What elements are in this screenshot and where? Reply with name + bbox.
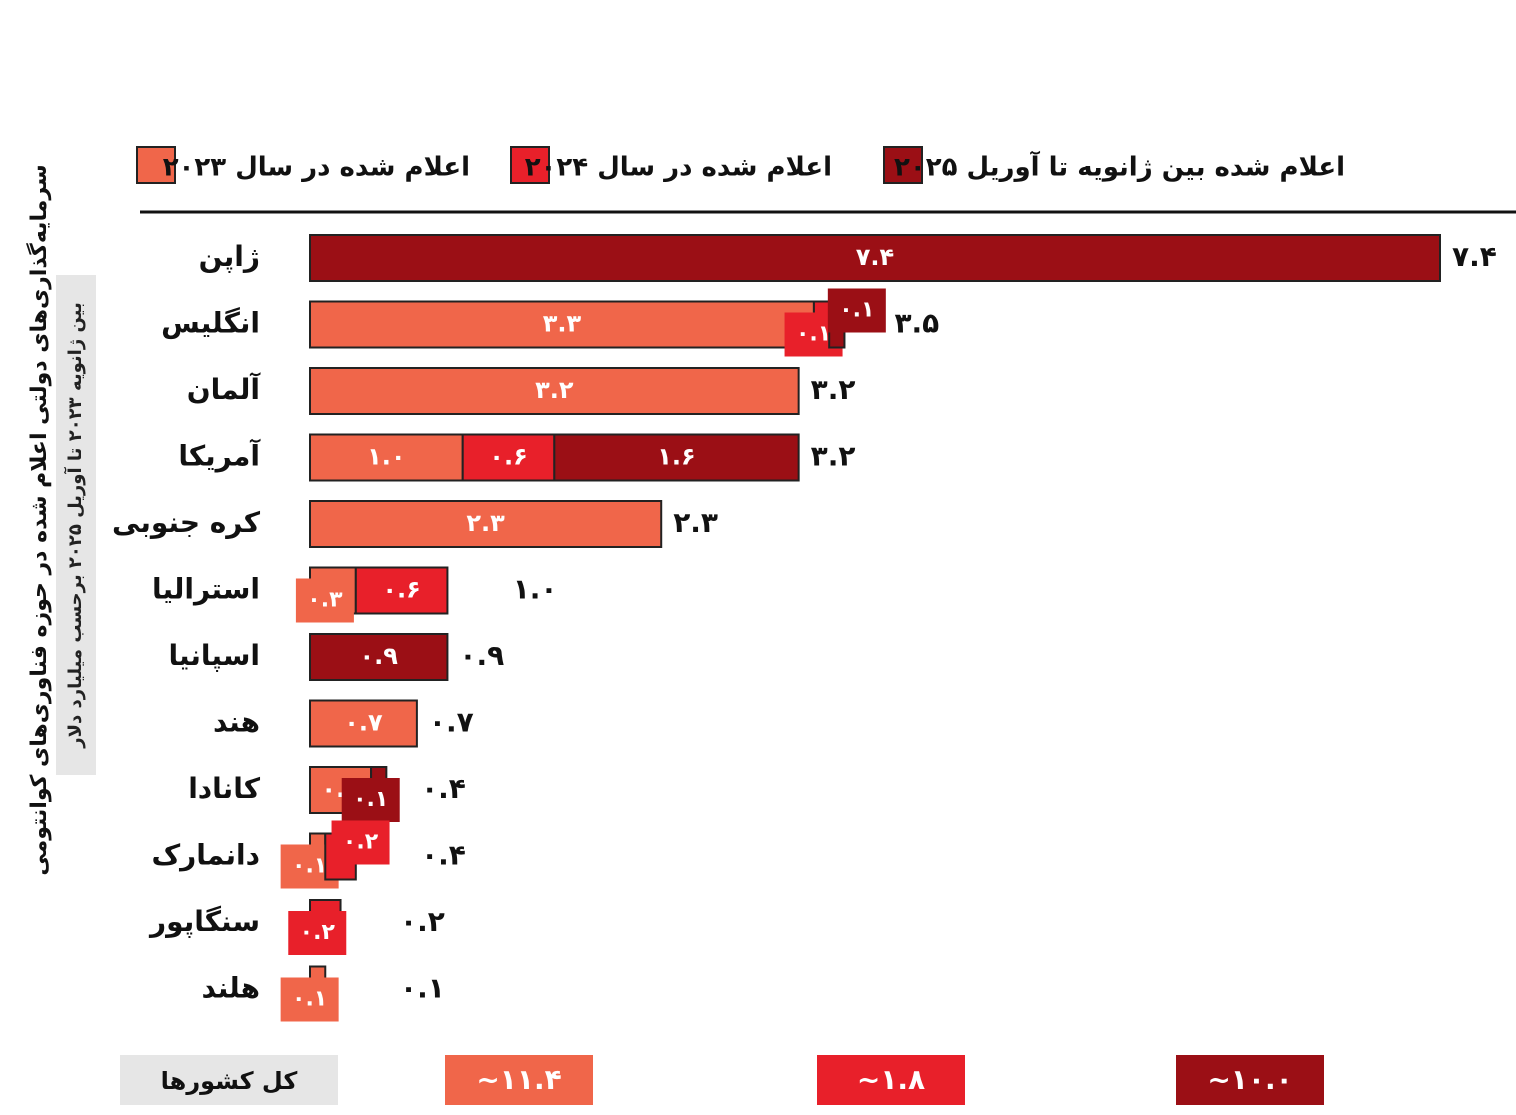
summary-value: ~۱۰.۰ [1207,1063,1292,1096]
segment-label: ۰.۶ [382,576,420,604]
chart-subtitle: بین ژانویه ۲۰۲۳ تا آوریل ۲۰۲۵ برحسب میلی… [63,302,86,749]
segment-label: ۰.۶ [489,443,527,471]
category-label: استرالیا [152,573,260,606]
segment-label: ۲.۳ [466,509,505,537]
total-label: ۳.۲ [811,373,856,406]
total-label: ۳.۲ [811,440,856,473]
category-label: کره جنوبی [112,506,261,539]
category-label: انگلیس [161,307,260,340]
callout-box [288,911,347,955]
segment-label: ۳.۲ [535,376,574,404]
summary-value: ~۱۱.۴ [476,1063,561,1096]
callout-box [280,977,339,1022]
category-label: اسپانیا [168,639,260,672]
legend-swatch [136,146,176,184]
bar-segment [309,367,800,415]
segment-label: ۰.۱ [292,987,327,1012]
category-label: آلمان [187,372,262,406]
summary-swatch [445,1055,593,1105]
segment-label: ۰.۲ [343,830,379,855]
segment-label: ۰.۱ [292,854,327,879]
total-label: ۳.۵ [894,307,939,340]
total-label: ۲.۳ [673,506,718,539]
legend-label: اعلام شده در سال ۲۰۲۳ [163,153,470,183]
legend-swatch [883,146,923,184]
total-label: ۱.۰ [513,573,558,606]
bar-segment [309,433,464,482]
legend-label: اعلام شده در سال ۲۰۲۴ [525,153,832,183]
segment-label: ۱.۶ [657,443,695,471]
bar-segment [461,433,556,482]
segment-label: ۱.۰ [367,443,405,471]
summary-label: کل کشورها [161,1067,298,1095]
summary-box [120,1055,338,1105]
segment-label: ۳.۳ [543,310,582,338]
category-label: هند [213,706,260,739]
segment-label: ۰.۱ [353,787,388,812]
bar-segment [309,300,815,349]
segment-label: ۰.۷ [344,709,383,737]
summary-swatch [1176,1055,1324,1105]
subtitle-box [56,275,96,775]
callout-box [341,778,400,822]
category-label: آمریکا [178,439,261,473]
bar-segment [309,500,663,548]
bar-segment [309,699,418,748]
segment-label: ۷.۴ [856,243,894,271]
total-label: ۰.۱ [400,972,445,1005]
bar-segment [354,566,449,615]
category-label: ژاپن [199,240,260,273]
total-label: ۰.۴ [421,772,466,805]
callout-box [827,288,886,333]
total-label: ۰.۹ [459,639,504,672]
total-label: ۰.۲ [400,905,445,938]
callout-box [331,820,390,865]
bar-segment [309,633,449,681]
legend-label: اعلام شده بین ژانویه تا آوریل ۲۰۲۵ [894,151,1345,183]
summary-value: ~۱.۸ [857,1063,925,1096]
total-label: ۰.۷ [429,706,474,739]
category-label: هلند [202,972,260,1005]
summary-swatch [817,1055,965,1105]
bar-segment [553,433,800,482]
category-label: کانادا [188,772,261,805]
segment-label: ۰.۱ [796,322,831,347]
category-label: سنگاپور [148,905,260,938]
segment-label: ۰.۹ [360,642,399,670]
segment-label: ۰.۲ [300,920,336,945]
total-label: ۰.۴ [421,839,466,872]
chart-title: سرمایه‌گذاری‌های دولتی اعلام شده در حوزه… [25,164,52,875]
callout-box [295,578,354,623]
bar-segment [309,234,1441,282]
segment-label: ۰.۱ [839,298,874,323]
category-label: دانمارک [151,839,260,872]
legend-swatch [510,146,550,184]
segment-label: ۰.۳ [307,588,343,613]
total-label: ۷.۴ [1452,240,1497,273]
